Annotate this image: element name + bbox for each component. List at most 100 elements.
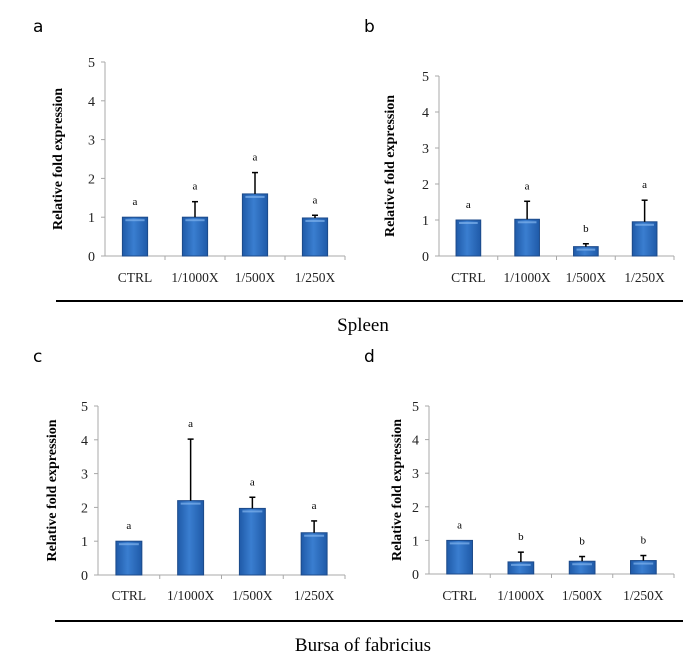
bar-highlight	[449, 542, 470, 545]
significance-label: a	[253, 152, 258, 164]
y-tick-label: 4	[81, 434, 88, 449]
bar	[238, 507, 266, 576]
bar-highlight	[572, 563, 592, 566]
y-tick-label: 0	[412, 568, 419, 583]
x-tick-label: 1/250X	[294, 588, 335, 603]
bar	[573, 246, 599, 257]
panel-c: c 0 1 2 3 4 5 Relative fold expression a CTRL a 1/1…	[33, 347, 346, 603]
significance-label: a	[642, 179, 647, 191]
x-tick-label: 1/1000X	[497, 588, 545, 603]
x-tick-label: CTRL	[442, 588, 477, 603]
y-tick-label: 3	[422, 142, 429, 157]
x-tick-label: 1/500X	[562, 588, 603, 603]
significance-label: b	[579, 536, 585, 548]
spleen-group-label: Spleen	[337, 315, 389, 336]
y-tick-label: 2	[88, 172, 95, 187]
y-axis-label: Relative fold expression	[383, 95, 398, 237]
panel-a: a 0 1 2 3 4 5 Relative fold expression a CTRL a 1/1…	[33, 17, 346, 285]
bar	[507, 561, 535, 575]
bar-highlight	[185, 219, 205, 222]
significance-label: a	[188, 418, 193, 430]
y-tick-label: 5	[88, 56, 95, 71]
x-tick-label: 1/250X	[295, 270, 336, 285]
bar	[300, 532, 328, 576]
y-axis-label: Relative fold expression	[51, 88, 66, 230]
panel-letter: d	[364, 347, 375, 367]
y-tick-label: 5	[422, 70, 429, 85]
x-tick-label: CTRL	[112, 588, 147, 603]
significance-label: a	[466, 199, 471, 211]
bar-highlight	[125, 219, 145, 222]
y-tick-label: 1	[412, 534, 419, 549]
bar	[631, 221, 658, 257]
bar	[455, 219, 482, 257]
significance-label: a	[250, 476, 255, 488]
bar-highlight	[118, 543, 139, 546]
bar-highlight	[511, 563, 531, 566]
y-tick-label: 3	[88, 134, 95, 149]
y-tick-label: 5	[412, 400, 419, 415]
x-tick-label: 1/250X	[624, 270, 665, 285]
bar	[301, 217, 329, 257]
bar-highlight	[180, 502, 201, 505]
significance-label: a	[457, 519, 462, 531]
bar-highlight	[245, 195, 265, 198]
bar-highlight	[459, 222, 478, 224]
significance-label: a	[525, 180, 530, 192]
y-tick-label: 4	[412, 434, 419, 449]
y-tick-label: 4	[88, 95, 95, 110]
bursa-group-label: Bursa of fabricius	[295, 635, 431, 656]
x-tick-label: 1/1000X	[504, 270, 552, 285]
panel-letter: c	[33, 347, 42, 367]
bar	[121, 216, 149, 257]
y-tick-label: 3	[81, 468, 88, 483]
x-tick-label: CTRL	[451, 270, 486, 285]
y-tick-label: 3	[412, 467, 419, 482]
y-tick-label: 0	[422, 250, 429, 265]
y-tick-label: 1	[422, 214, 429, 229]
significance-label: a	[313, 194, 318, 206]
bar-highlight	[576, 248, 596, 251]
significance-label: b	[641, 535, 647, 547]
x-tick-label: 1/500X	[566, 270, 607, 285]
x-tick-label: 1/1000X	[167, 588, 215, 603]
y-tick-label: 1	[81, 535, 88, 550]
y-tick-label: 4	[422, 106, 429, 121]
y-tick-label: 2	[412, 501, 419, 516]
x-tick-label: 1/250X	[623, 588, 664, 603]
panel-letter: b	[364, 17, 375, 37]
bar	[241, 193, 269, 257]
bar-highlight	[305, 219, 325, 222]
bar-highlight	[242, 510, 263, 513]
bar	[568, 560, 596, 575]
significance-label: b	[583, 223, 589, 235]
y-tick-label: 0	[88, 250, 95, 265]
y-axis-label: Relative fold expression	[390, 419, 405, 561]
x-tick-label: 1/500X	[232, 588, 273, 603]
x-tick-label: CTRL	[118, 270, 153, 285]
x-tick-label: 1/500X	[235, 270, 276, 285]
y-axis-label: Relative fold expression	[45, 419, 60, 561]
bar-highlight	[517, 221, 537, 224]
bar-highlight	[304, 534, 325, 537]
significance-label: a	[193, 181, 198, 193]
significance-label: a	[126, 520, 131, 532]
y-tick-label: 1	[88, 211, 95, 226]
y-tick-label: 0	[81, 569, 88, 584]
panel-b: b 0 1 2 3 4 5 Relative fold expression a CTRL a 1/1…	[364, 17, 675, 285]
y-tick-label: 5	[81, 400, 88, 415]
bar-highlight	[635, 223, 654, 226]
bar	[177, 500, 205, 576]
bar	[446, 539, 473, 575]
bar	[115, 540, 143, 576]
bar	[514, 218, 540, 257]
panel-letter: a	[33, 17, 43, 37]
y-tick-label: 2	[81, 501, 88, 516]
bar	[181, 216, 209, 257]
panel-d: d 0 1 2 3 4 5 Relative fold expression a CTRL b 1/1…	[364, 347, 675, 603]
significance-label: a	[312, 500, 317, 512]
y-tick-label: 2	[422, 178, 429, 193]
x-tick-label: 1/1000X	[171, 270, 219, 285]
bar-highlight	[633, 562, 654, 565]
